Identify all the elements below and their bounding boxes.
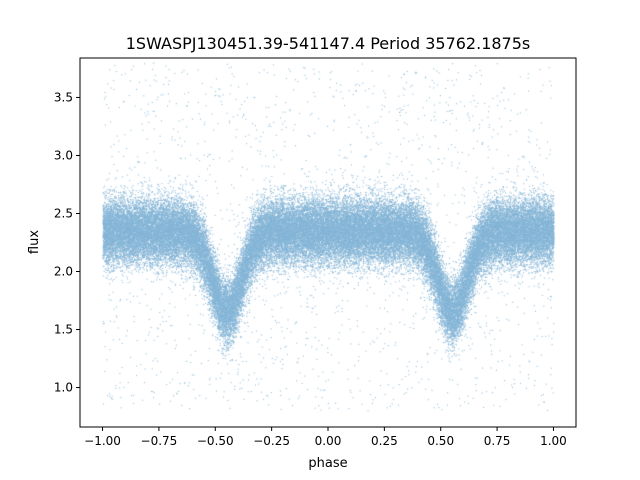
y-tick-label: 1.5 — [54, 323, 73, 337]
x-tick-label: 0.75 — [484, 434, 511, 448]
x-tick-label: −1.00 — [84, 434, 121, 448]
x-tick-label: 0.50 — [427, 434, 454, 448]
x-tick-label: 1.00 — [540, 434, 567, 448]
y-tick-label: 2.5 — [54, 206, 73, 220]
y-axis-label: flux — [27, 230, 42, 254]
x-tick-label: 0.00 — [315, 434, 342, 448]
x-axis-label: phase — [308, 456, 347, 471]
y-tick-label: 2.0 — [54, 265, 73, 279]
scatter-point-cloud — [80, 58, 576, 427]
y-tick-label: 3.0 — [54, 148, 73, 162]
chart-title: 1SWASPJ130451.39-541147.4 Period 35762.1… — [126, 34, 531, 53]
x-tick-label: −0.75 — [141, 434, 178, 448]
x-tick-label: −0.25 — [253, 434, 290, 448]
y-tick-label: 3.5 — [54, 90, 73, 104]
x-tick-label: −0.50 — [197, 434, 234, 448]
x-tick-label: 0.25 — [371, 434, 398, 448]
y-tick-label: 1.0 — [54, 381, 73, 395]
scatter-points — [80, 58, 576, 427]
x-axis: −1.00 −0.75 −0.50 −0.25 0.00 0.25 0.50 0.75 1.00 — [84, 427, 567, 448]
y-axis: 1.0 1.5 2.0 2.5 3.0 3.5 — [54, 90, 80, 395]
